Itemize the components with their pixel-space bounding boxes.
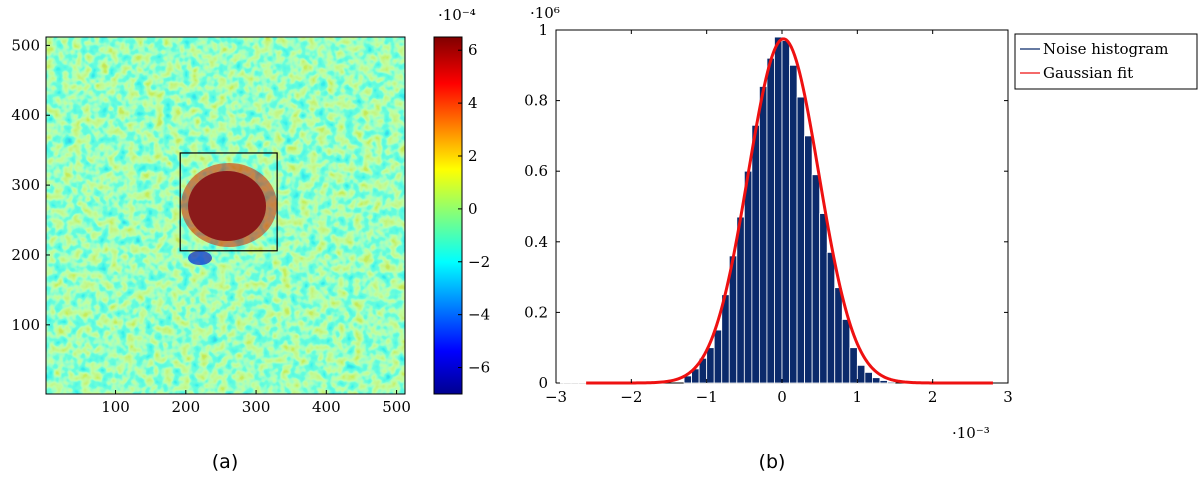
colorbar-exponent: ·10⁻⁴ [438, 6, 476, 24]
colorbar-tick-label: 0 [468, 200, 478, 218]
histogram-y-tick-label: 0 [538, 374, 548, 392]
heatmap-y-tick-label: 300 [11, 176, 40, 194]
heatmap-blob [188, 171, 266, 241]
histogram-panel: −3 −2 −1 0 1 2 3 0 0.2 0.4 0.6 0.8 1 ·10⁶ ·10⁻³ [524, 4, 1013, 442]
heatmap-roi-box [179, 152, 278, 252]
histogram-bar [864, 372, 873, 384]
colorbar-tick-label: −6 [468, 359, 490, 377]
colorbar-tick-label: 6 [468, 41, 478, 59]
gaussian-fit-line [586, 37, 993, 385]
histogram-x-exponent: ·10⁻³ [952, 424, 990, 442]
histogram-bar [819, 213, 828, 384]
histogram-bar [563, 381, 572, 384]
histogram-y-tick-label: 0.4 [524, 233, 548, 251]
legend-box [1014, 33, 1198, 90]
heatmap-y-tick-label: 500 [11, 36, 40, 54]
histogram-bar [849, 347, 858, 384]
histogram-x-tick-label: −2 [620, 388, 642, 406]
histogram-x-tick-label: 0 [777, 388, 787, 406]
histogram-ticks: −3 −2 −1 0 1 2 3 0 0.2 0.4 0.6 0.8 1 [524, 21, 1013, 406]
histogram-x-tick-label: 1 [853, 388, 863, 406]
colorbar: 6 4 2 0 −2 −4 −6 ·10⁻⁴ [433, 6, 490, 395]
colorbar-frame [433, 36, 463, 395]
heatmap-y-tick-label: 400 [11, 106, 40, 124]
legend-label-gaussian: Gaussian fit [1043, 64, 1133, 82]
histogram-y-tick-label: 0.6 [524, 162, 548, 180]
heatmap-x-tick-label: 400 [312, 398, 341, 416]
legend-label-histogram: Noise histogram [1043, 40, 1168, 58]
histogram-bar [751, 124, 760, 384]
heatmap-y-tick-label: 100 [11, 316, 40, 334]
colorbar-ticks: 6 4 2 0 −2 −4 −6 [458, 41, 490, 377]
histogram-y-tick-label: 1 [538, 21, 548, 39]
colorbar-tick-label: −4 [468, 306, 490, 324]
histogram-x-tick-label: 3 [1003, 388, 1013, 406]
histogram-bar [826, 251, 836, 384]
heatmap-blob-group [181, 163, 277, 265]
heatmap-x-tick-label: 100 [101, 398, 130, 416]
legend: Noise histogram Gaussian fit [1014, 33, 1198, 90]
histogram-bar [736, 216, 745, 384]
colorbar-tick-label: −2 [468, 253, 490, 271]
heatmap-x-tick-label: 200 [171, 398, 200, 416]
caption-b: (b) [759, 451, 786, 473]
histogram-bar [841, 319, 851, 384]
histogram-bar [706, 347, 715, 384]
histogram-x-tick-label: −1 [696, 388, 718, 406]
histogram-bar [879, 380, 888, 384]
histogram-bars [555, 36, 896, 384]
histogram-bar [789, 64, 798, 384]
heatmap-x-tick-label: 300 [242, 398, 271, 416]
histogram-bar [856, 364, 866, 384]
histogram-bar [713, 329, 723, 384]
histogram-x-tick-label: 2 [928, 388, 938, 406]
histogram-bar [570, 381, 579, 384]
histogram-bar [781, 40, 790, 384]
histogram-bar [796, 96, 805, 384]
histogram-y-exponent: ·10⁶ [530, 4, 560, 22]
histogram-bar [759, 86, 768, 384]
histogram-bar [887, 381, 896, 384]
histogram-y-tick-label: 0.2 [524, 303, 548, 321]
heatmap-frame [45, 36, 406, 395]
histogram-bar [872, 377, 881, 384]
colorbar-tick-label: 2 [468, 147, 478, 165]
histogram-x-tick-label: −3 [545, 388, 567, 406]
histogram-bar [811, 174, 821, 384]
histogram-bar [834, 287, 843, 384]
histogram-bar [766, 57, 775, 384]
caption-a: (a) [212, 451, 238, 473]
heatmap-y-tick-label: 200 [11, 246, 40, 264]
histogram-y-tick-label: 0.8 [524, 92, 548, 110]
heatmap-panel: 100 200 300 400 500 100 200 300 400 500 [11, 36, 411, 416]
colorbar-gradient [434, 37, 462, 394]
heatmap-x-tick-label: 500 [382, 398, 411, 416]
histogram-bar [578, 381, 587, 384]
histogram-bar [774, 36, 783, 384]
histogram-bar [743, 170, 753, 384]
histogram-bar [804, 135, 813, 384]
colorbar-tick-label: 4 [468, 94, 478, 112]
heatmap-blue-spot [188, 251, 212, 265]
heatmap-ticks: 100 200 300 400 500 100 200 300 400 500 [11, 36, 411, 416]
